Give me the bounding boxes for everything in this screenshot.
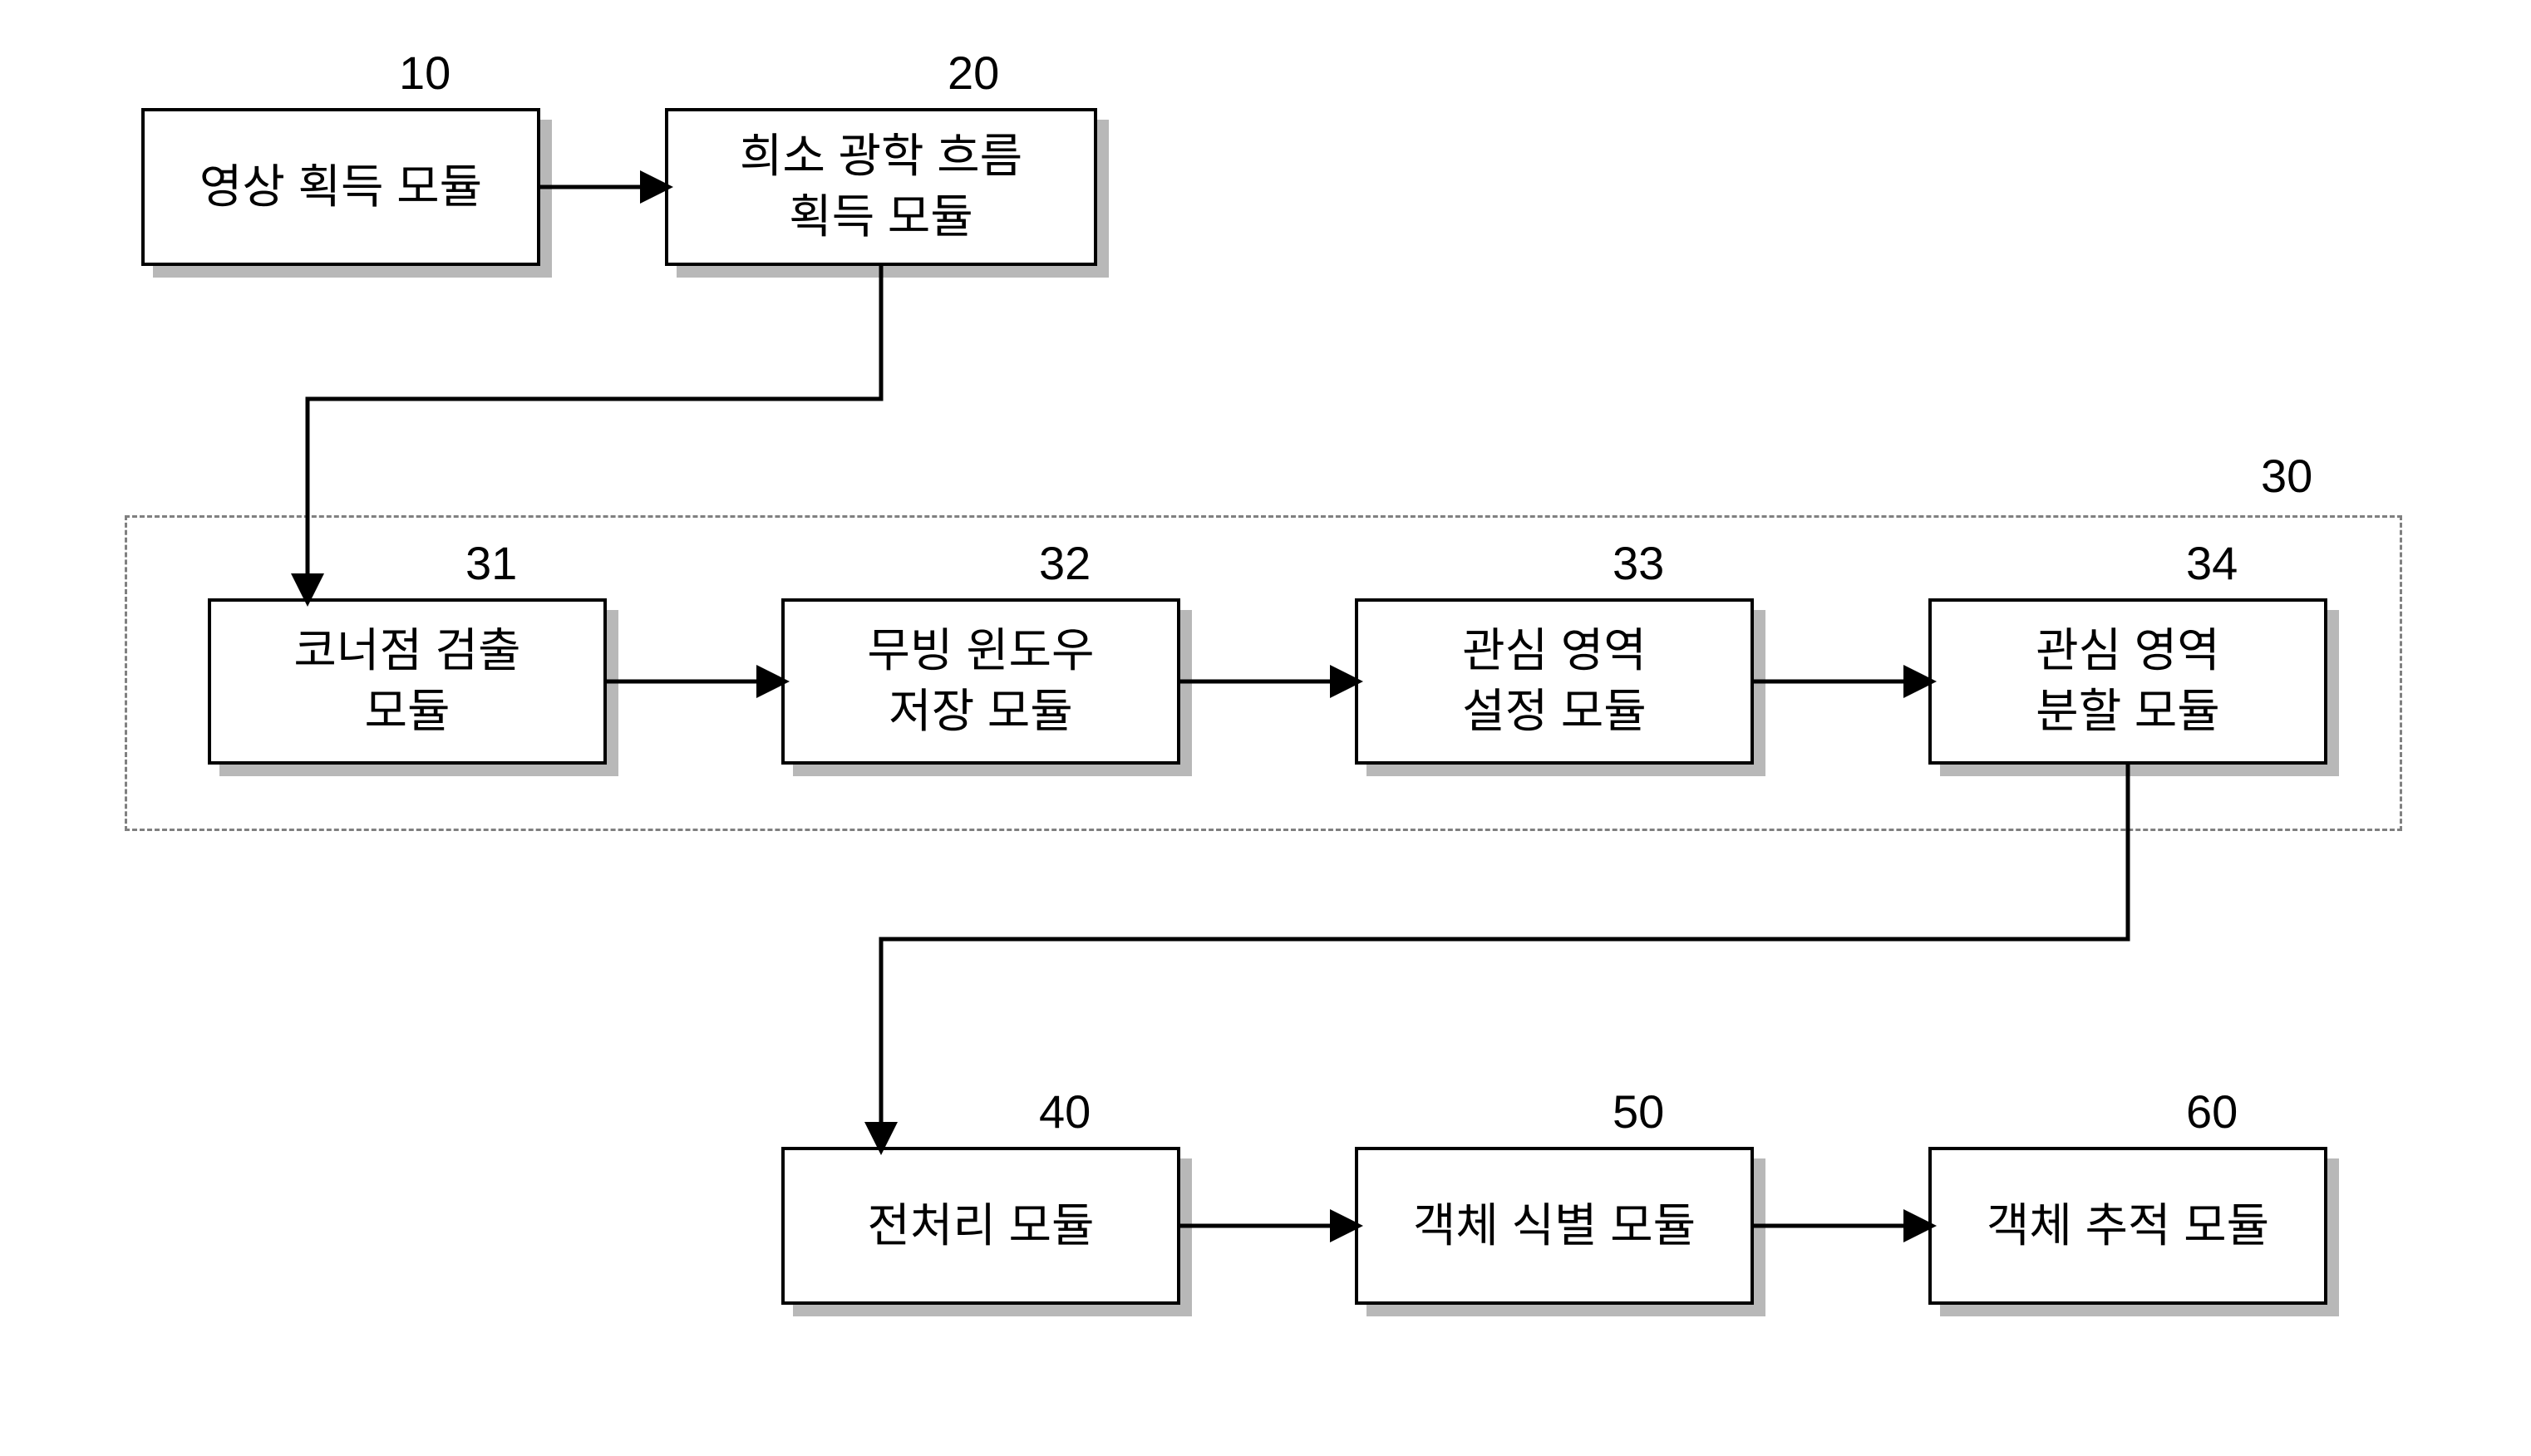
node-34: 관심 영역 분할 모듈	[1928, 598, 2327, 765]
label-31: 31	[465, 536, 517, 590]
node-40: 전처리 모듈	[781, 1147, 1180, 1305]
node-34-label: 관심 영역 분할 모듈	[2036, 621, 2220, 742]
flowchart-canvas: 30 영상 획득 모듈 10 희소 광학 흐름 획득 모듈 20 코너점 검출 …	[0, 0, 2531, 1456]
node-10: 영상 획득 모듈	[141, 108, 540, 266]
node-33-label: 관심 영역 설정 모듈	[1462, 621, 1647, 742]
node-20-label: 희소 광학 흐름 획득 모듈	[740, 126, 1022, 248]
node-10-label: 영상 획득 모듈	[199, 157, 482, 218]
node-50: 객체 식별 모듈	[1355, 1147, 1754, 1305]
label-30: 30	[2261, 449, 2312, 503]
label-32: 32	[1039, 536, 1091, 590]
label-20: 20	[948, 46, 999, 100]
label-33: 33	[1613, 536, 1664, 590]
node-60-label: 객체 추적 모듈	[1987, 1196, 2269, 1257]
label-50: 50	[1613, 1085, 1664, 1139]
label-10: 10	[399, 46, 451, 100]
node-60: 객체 추적 모듈	[1928, 1147, 2327, 1305]
node-50-label: 객체 식별 모듈	[1413, 1196, 1696, 1257]
node-31: 코너점 검출 모듈	[208, 598, 607, 765]
label-60: 60	[2186, 1085, 2238, 1139]
label-40: 40	[1039, 1085, 1091, 1139]
node-20: 희소 광학 흐름 획득 모듈	[665, 108, 1097, 266]
node-32: 무빙 윈도우 저장 모듈	[781, 598, 1180, 765]
node-31-label: 코너점 검출 모듈	[293, 621, 520, 742]
node-32-label: 무빙 윈도우 저장 모듈	[867, 621, 1094, 742]
node-40-label: 전처리 모듈	[867, 1196, 1094, 1257]
node-33: 관심 영역 설정 모듈	[1355, 598, 1754, 765]
label-34: 34	[2186, 536, 2238, 590]
